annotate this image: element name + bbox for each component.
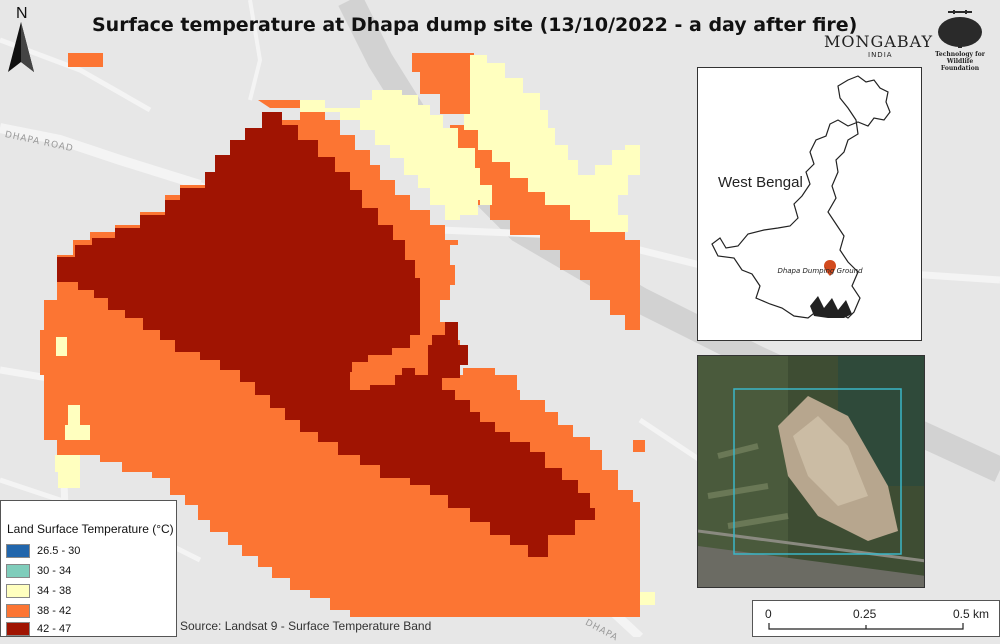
legend-title: Land Surface Temperature (°C) — [7, 522, 174, 536]
scale-label-mid: 0.25 — [853, 607, 877, 621]
mongabay-logo: MONGABAY — [824, 32, 934, 51]
scale-bar: 0 0.25 0.5 km — [752, 600, 1000, 637]
legend-label: 42 - 47 — [37, 623, 72, 635]
site-marker-icon — [824, 260, 836, 276]
legend-swatch — [6, 604, 30, 618]
north-arrow-icon: N — [8, 5, 34, 72]
map-title: Surface temperature at Dhapa dump site (… — [92, 14, 858, 36]
legend-swatch — [6, 622, 30, 636]
site-label: Dhapa Dumping Ground — [777, 267, 863, 275]
raster-class-42-47 — [57, 112, 595, 557]
twf-logo-text: Technology for Wildlife Foundation — [924, 51, 996, 72]
legend-swatch — [6, 544, 30, 558]
legend-label: 38 - 42 — [37, 605, 72, 617]
west-bengal-outline — [711, 75, 891, 319]
mongabay-sub-logo: INDIA — [868, 51, 893, 59]
satellite-inset — [697, 355, 925, 588]
north-label: N — [16, 5, 28, 22]
twf-tree-icon — [938, 10, 982, 48]
legend-label: 26.5 - 30 — [37, 545, 81, 557]
state-label: West Bengal — [718, 174, 803, 191]
scale-label-0: 0 — [765, 607, 772, 621]
logos: MONGABAY INDIA Technology for Wildlife F… — [820, 6, 998, 72]
twf-line1: Technology for Wildlife — [935, 51, 985, 65]
legend-swatch — [6, 564, 30, 578]
legend-swatch — [6, 584, 30, 598]
legend-label: 34 - 38 — [37, 585, 72, 597]
twf-line2: Foundation — [940, 65, 980, 72]
legend: Land Surface Temperature (°C) 26.5 - 30 … — [0, 500, 177, 637]
legend-label: 30 - 34 — [37, 565, 72, 577]
scale-label-end: 0.5 km — [953, 607, 990, 621]
scale-bar-graphic — [768, 623, 964, 630]
raster-class-34-38 — [55, 55, 655, 605]
source-note: Source: Landsat 9 - Surface Temperature … — [180, 619, 432, 633]
inset-map-west-bengal: West Bengal Dhapa Dumping Ground — [697, 67, 922, 341]
